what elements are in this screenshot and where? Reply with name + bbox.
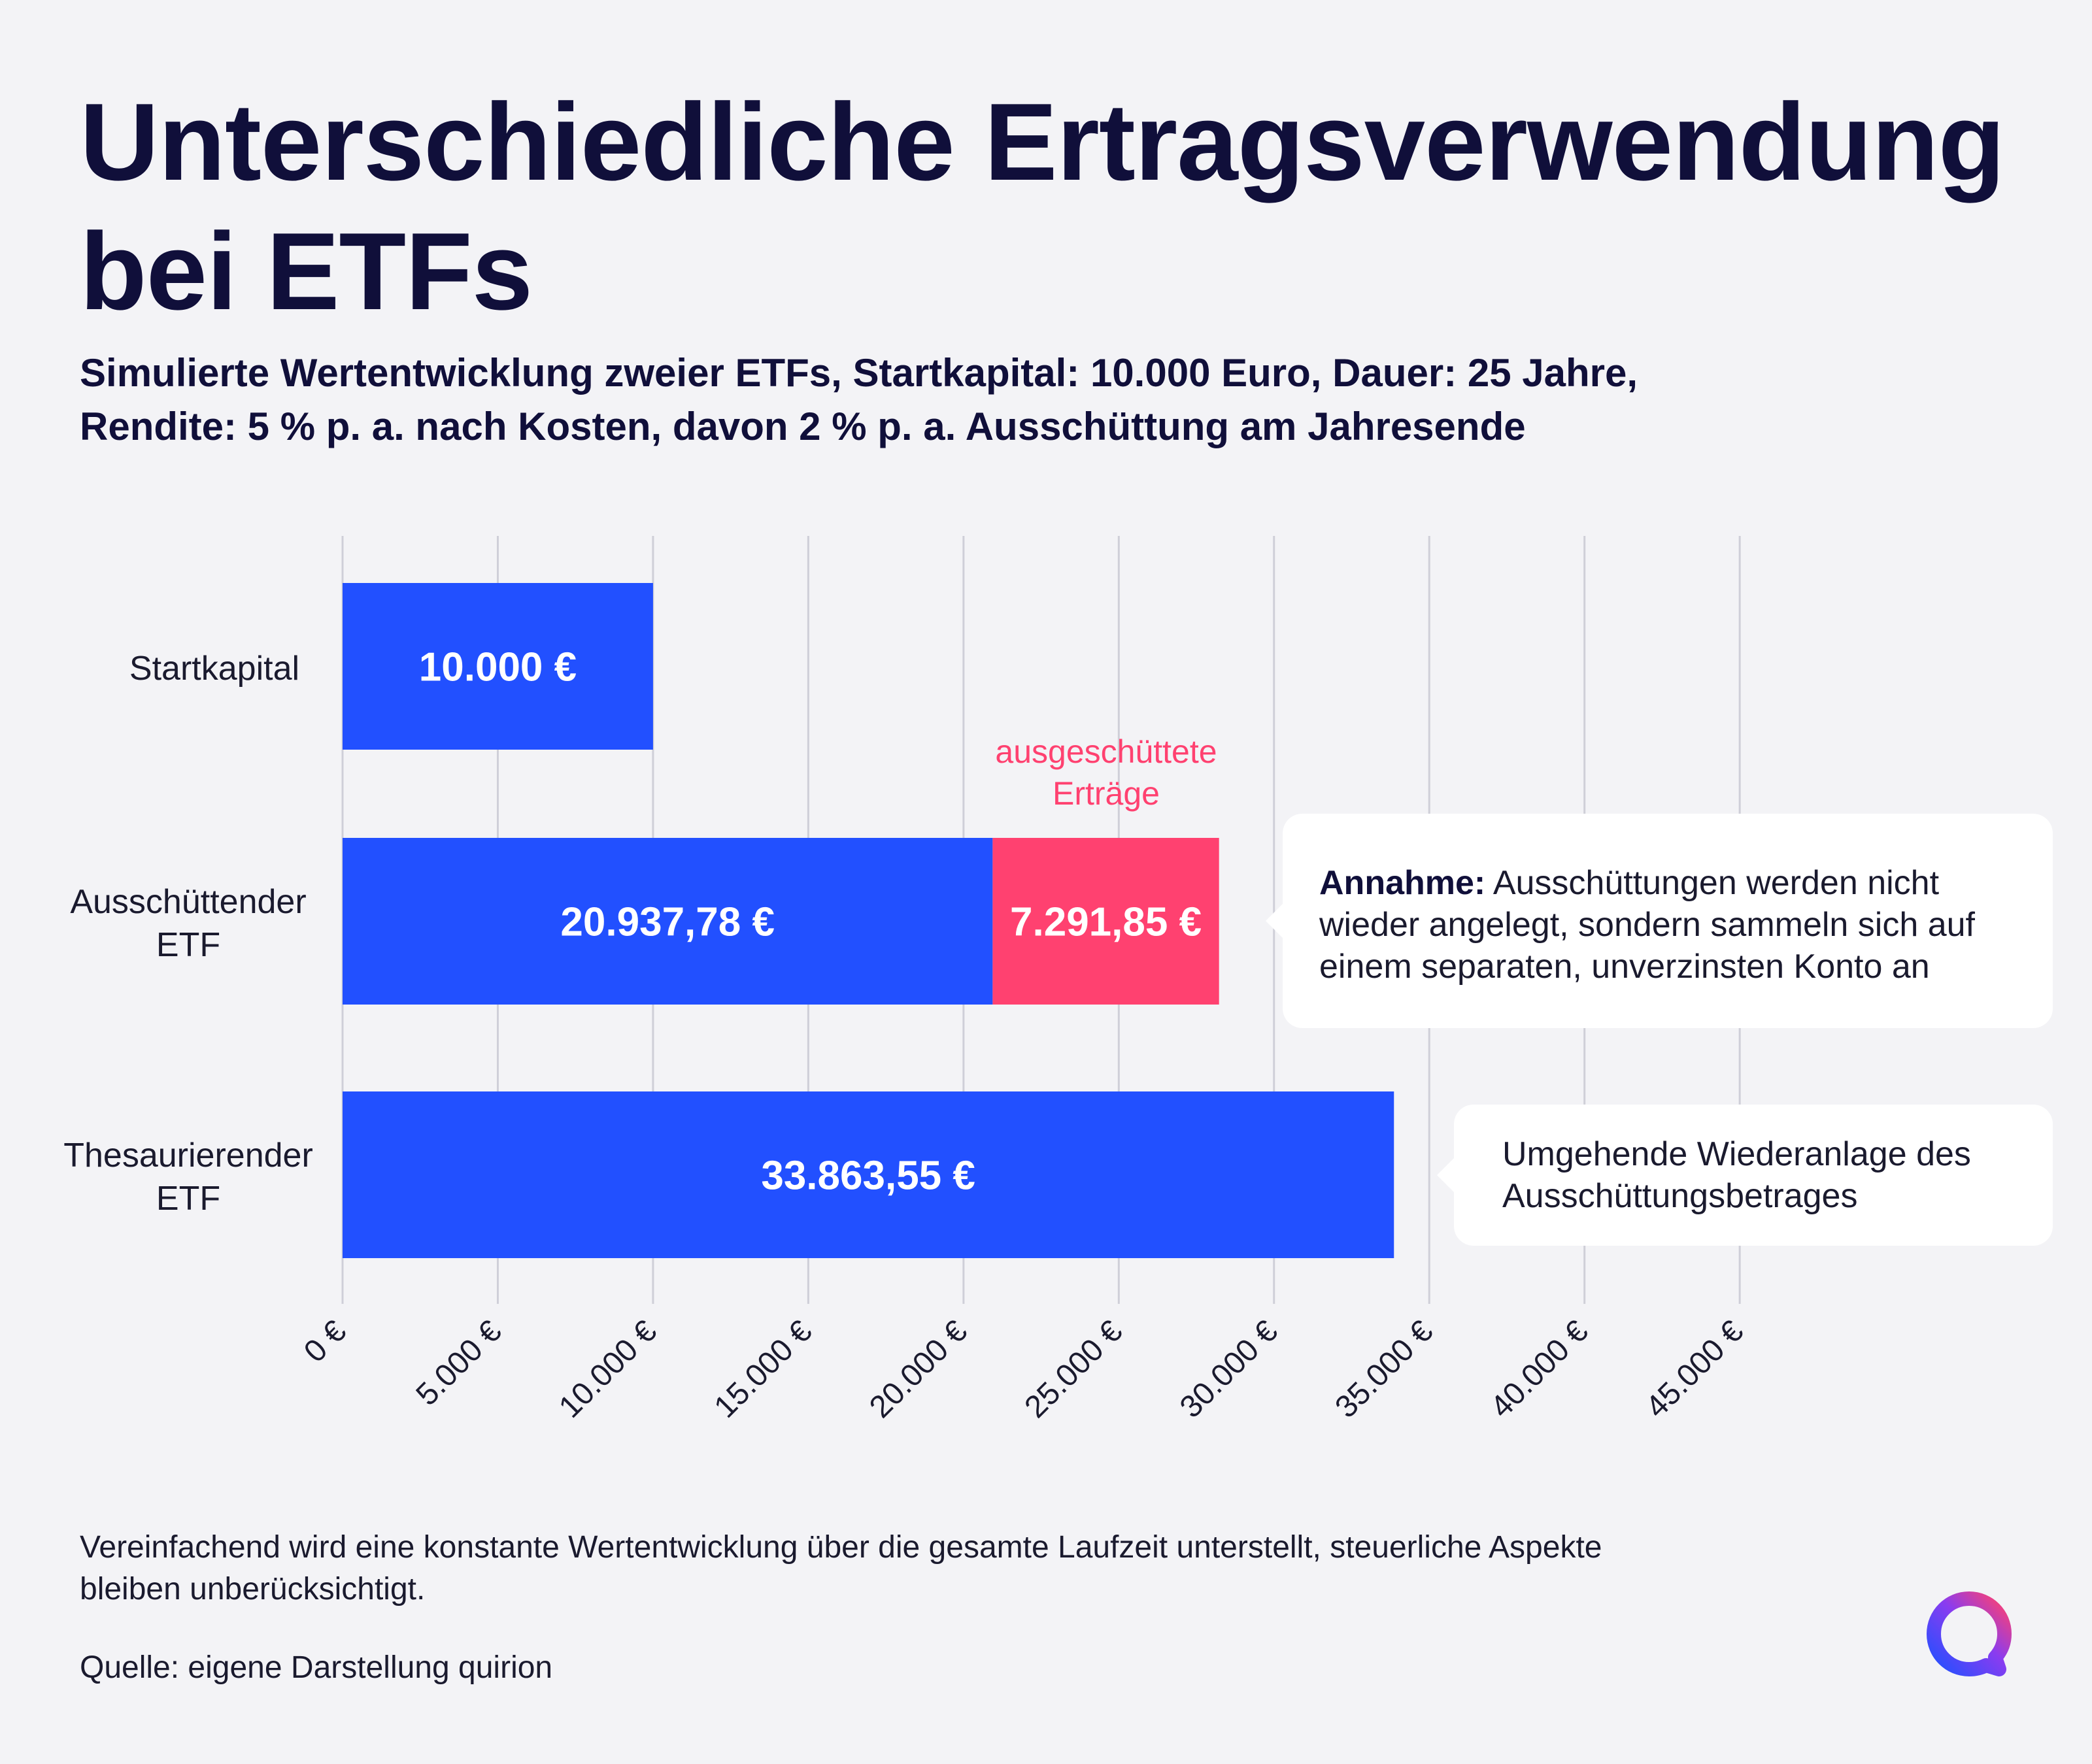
x-tick-label: 40.000 € bbox=[1484, 1314, 1595, 1425]
reinvestment-callout: Umgehende Wiederanlage des Ausschüttungs… bbox=[1437, 1105, 2053, 1246]
chart-title-line-2: bei ETFs bbox=[80, 210, 533, 333]
chart-subtitle: Simulierte Wertentwicklung zweier ETFs, … bbox=[80, 346, 1976, 454]
bar-data-label: 10.000 € bbox=[419, 645, 577, 690]
distributed-earnings-label: ausgeschüttete Erträge bbox=[995, 733, 1217, 812]
bar-data-label: 33.863,55 € bbox=[761, 1154, 975, 1199]
x-tick-label: 45.000 € bbox=[1639, 1314, 1750, 1425]
category-label-ausschuettender-etf: Ausschüttender ETF bbox=[70, 883, 307, 964]
bar-chart: 0 € 5.000 € 10.000 € 15.000 € 20.000 € 25.000… bbox=[297, 536, 1750, 1425]
category-label-startkapital: Startkapital bbox=[129, 650, 300, 688]
category-label-thesaurierender-etf: Thesaurierender ETF bbox=[63, 1137, 313, 1218]
x-tick-label: 25.000 € bbox=[1018, 1314, 1129, 1425]
x-tick-label: 35.000 € bbox=[1328, 1314, 1440, 1425]
x-tick-label: 5.000 € bbox=[410, 1314, 509, 1412]
bar-data-label: 20.937,78 € bbox=[560, 900, 775, 945]
bar-value bbox=[343, 1091, 1394, 1258]
x-tick-label: 30.000 € bbox=[1173, 1314, 1285, 1425]
subtitle-line-1: Simulierte Wertentwicklung zweier ETFs, … bbox=[80, 351, 1638, 395]
x-tick-label: 15.000 € bbox=[708, 1314, 819, 1425]
bar-data-label: 7.291,85 € bbox=[1010, 900, 1202, 945]
bar-distributed-earnings bbox=[992, 838, 1219, 1005]
subtitle-line-2: Rendite: 5 % p. a. nach Kosten, davon 2 … bbox=[80, 405, 1526, 448]
footnote: Vereinfachend wird eine konstante Werten… bbox=[80, 1530, 1602, 1606]
bar-value bbox=[343, 583, 653, 750]
assumption-callout: Annahme: Ausschüttungen werden nicht wie… bbox=[1266, 814, 2053, 1028]
x-tick-label: 0 € bbox=[297, 1314, 353, 1369]
source-note: Quelle: eigene Darstellung quirion bbox=[80, 1650, 553, 1685]
x-tick-label: 20.000 € bbox=[863, 1314, 974, 1425]
quirion-logo-icon bbox=[1927, 1591, 2012, 1676]
chart-title-line-1: Unterschiedliche Ertragsverwendung bbox=[80, 80, 2005, 203]
chart-title: Unterschiedliche Ertragsverwendung bei ET… bbox=[80, 77, 2041, 336]
x-tick-label: 10.000 € bbox=[552, 1314, 664, 1425]
assumption-bold-label: Annahme: bbox=[1319, 864, 1486, 902]
bar-value bbox=[343, 838, 993, 1005]
